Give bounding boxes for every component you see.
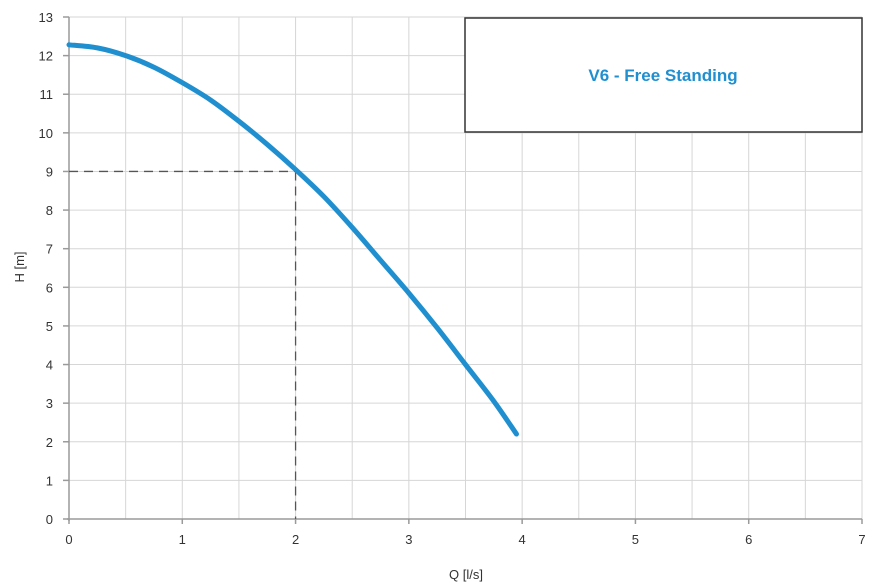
y-tick-label: 3 bbox=[46, 396, 53, 411]
y-tick-label: 4 bbox=[46, 358, 53, 373]
y-tick-label: 9 bbox=[46, 164, 53, 179]
series-line bbox=[66, 42, 519, 437]
axes bbox=[67, 17, 862, 521]
legend: V6 - Free Standing bbox=[464, 17, 863, 133]
series bbox=[66, 42, 519, 437]
x-tick-label: 4 bbox=[519, 532, 526, 547]
y-tick-label: 7 bbox=[46, 242, 53, 257]
y-tick-label: 10 bbox=[39, 126, 53, 141]
y-tick-label: 8 bbox=[46, 203, 53, 218]
y-tick-label: 11 bbox=[40, 87, 54, 102]
reference-lines bbox=[69, 170, 297, 519]
x-tick-label: 1 bbox=[179, 532, 186, 547]
y-tick-label: 5 bbox=[46, 319, 53, 334]
x-tick-label: 5 bbox=[632, 532, 639, 547]
x-tick-label: 3 bbox=[405, 532, 412, 547]
y-tick-label: 2 bbox=[46, 435, 53, 450]
legend-box bbox=[464, 17, 863, 133]
x-tick-label: 7 bbox=[858, 532, 865, 547]
x-tick-label: 2 bbox=[292, 532, 299, 547]
legend-label: V6 - Free Standing bbox=[588, 66, 737, 85]
y-tick-label: 13 bbox=[39, 10, 53, 25]
x-axis-label: Q [l/s] bbox=[449, 567, 483, 582]
y-tick-label: 6 bbox=[46, 280, 53, 295]
y-tick-label: 12 bbox=[39, 49, 53, 64]
x-tick-label: 0 bbox=[65, 532, 72, 547]
y-tick-label: 0 bbox=[46, 512, 53, 527]
y-tick-label: 1 bbox=[46, 473, 53, 488]
y-axis-label: H [m] bbox=[12, 251, 27, 282]
x-tick-label: 6 bbox=[745, 532, 752, 547]
